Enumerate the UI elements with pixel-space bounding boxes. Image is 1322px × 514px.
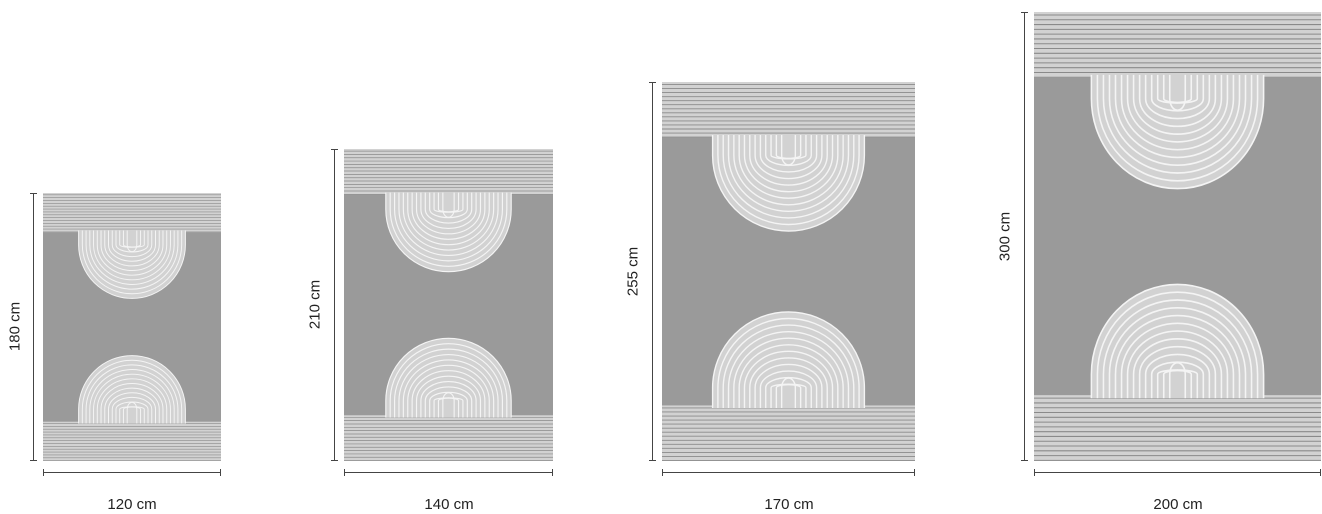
width-dimension-line	[662, 469, 915, 476]
rug-preview	[1034, 12, 1321, 461]
height-label: 210 cm	[306, 279, 324, 330]
height-dimension-line	[331, 149, 338, 461]
height-dimension-line	[30, 193, 37, 461]
rug-preview	[662, 82, 915, 461]
width-label: 120 cm	[107, 496, 157, 513]
width-label: 170 cm	[764, 496, 814, 513]
width-label: 140 cm	[424, 496, 474, 513]
height-label: 180 cm	[6, 301, 24, 352]
height-dimension-line	[649, 82, 656, 461]
rug-preview	[43, 193, 221, 461]
width-dimension-line	[1034, 469, 1321, 476]
width-label: 200 cm	[1153, 496, 1203, 513]
rug-pattern	[1034, 12, 1321, 461]
rug-pattern	[662, 82, 915, 461]
rug-preview	[344, 149, 553, 461]
height-label: 255 cm	[624, 246, 642, 297]
width-dimension-line	[344, 469, 553, 476]
height-dimension-line	[1021, 12, 1028, 461]
height-label: 300 cm	[996, 211, 1014, 262]
rug-pattern	[344, 149, 553, 461]
rug-pattern	[43, 193, 221, 461]
width-dimension-line	[43, 469, 221, 476]
